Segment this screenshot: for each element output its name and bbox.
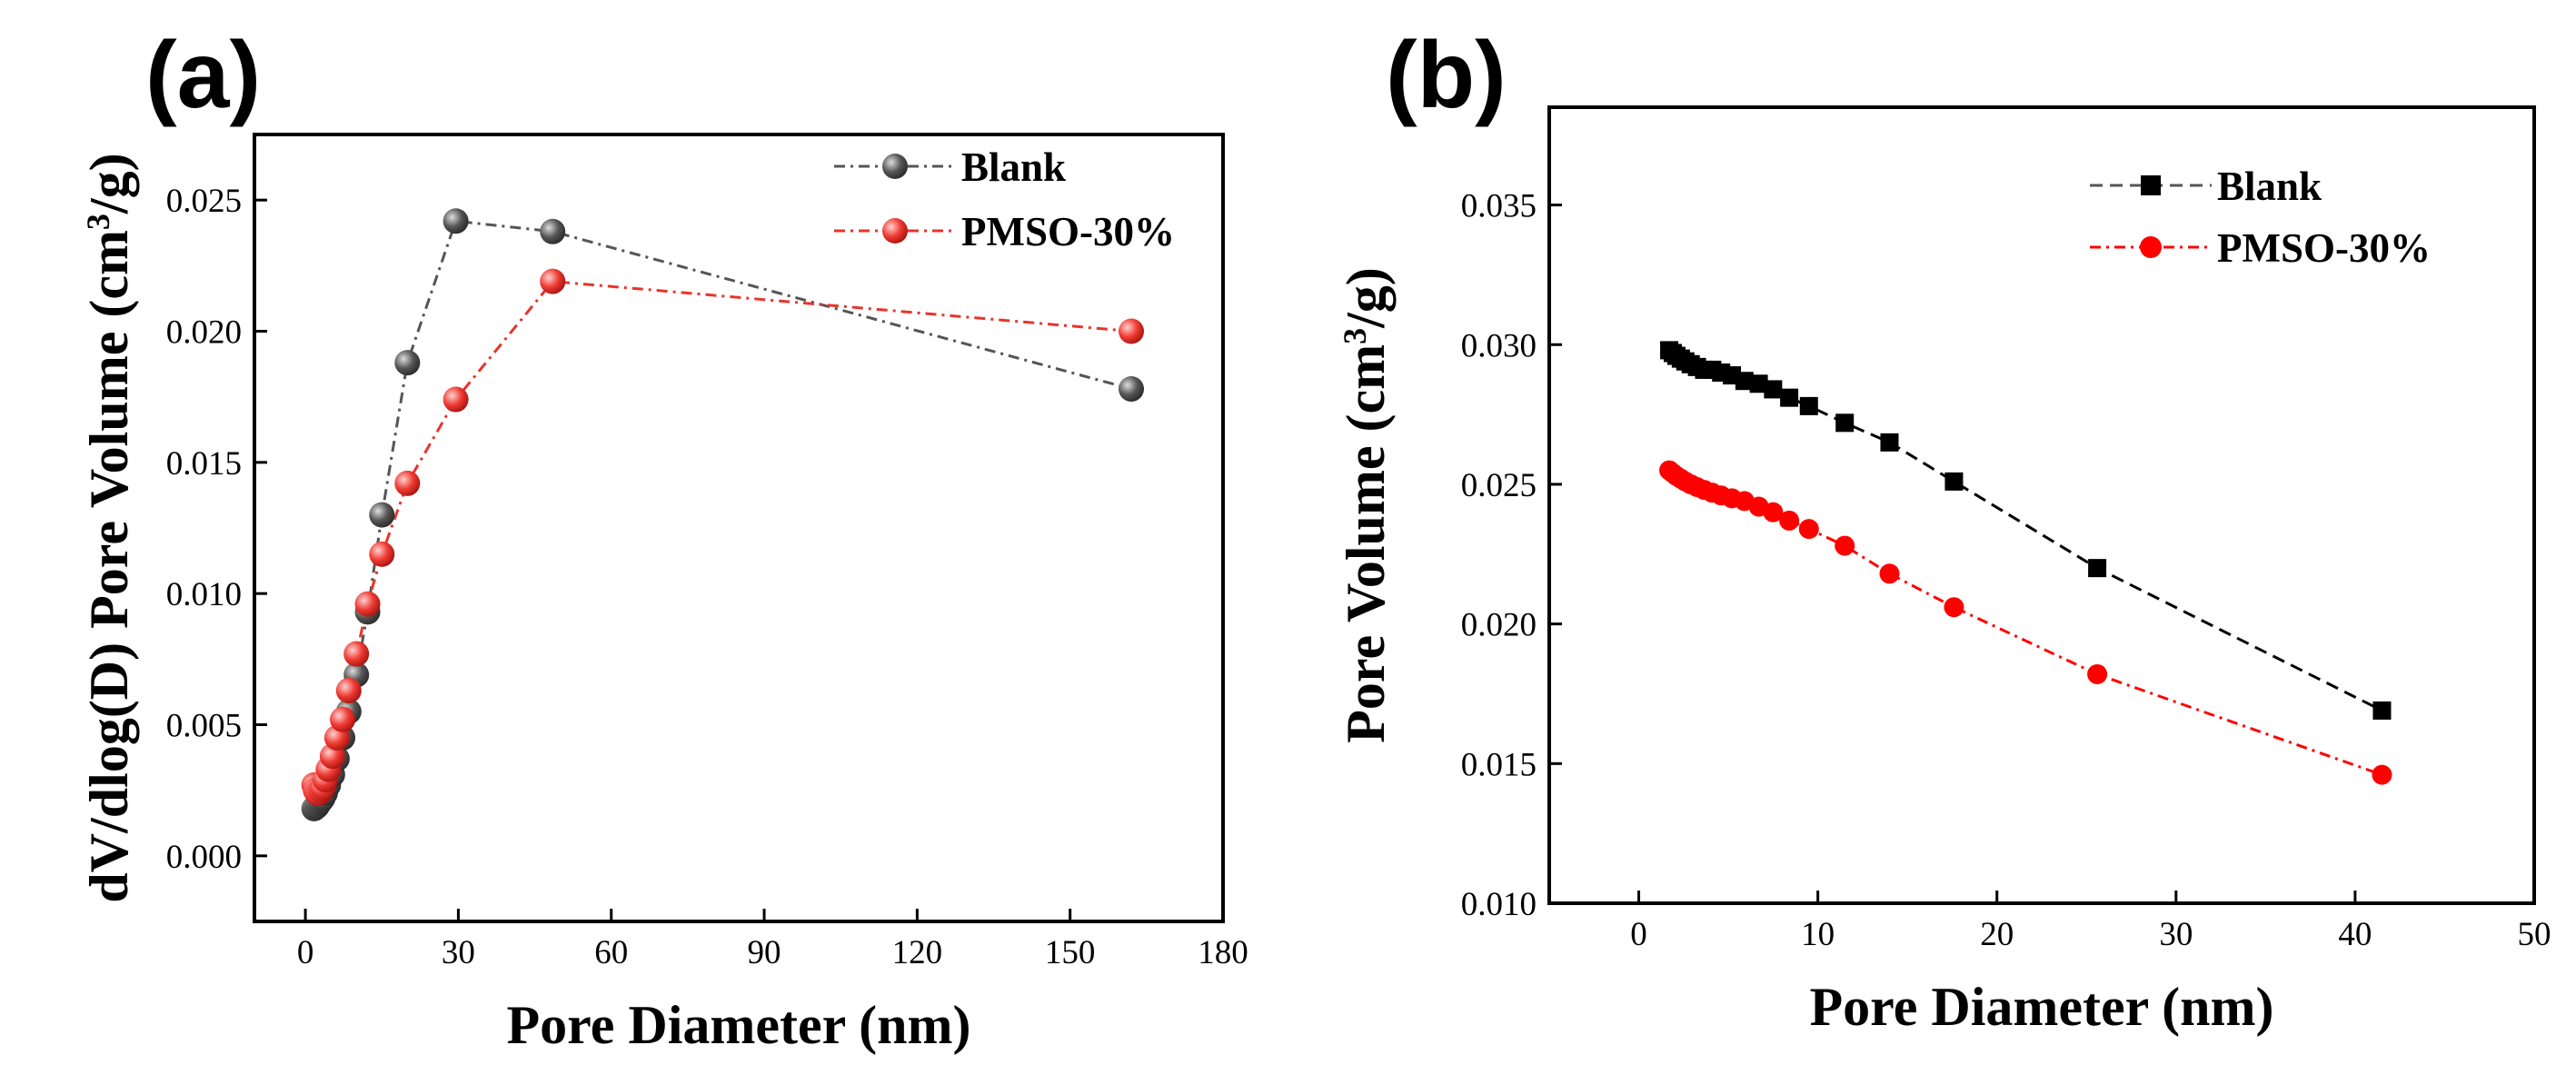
data-point-a-1-10 [330, 706, 356, 732]
legend-b-pmso-label: PMSO-30% [2217, 225, 2431, 271]
data-point-b-0-19 [2088, 559, 2107, 578]
x-tick-label-a-3: 90 [748, 934, 781, 971]
data-point-a-1-16 [443, 386, 469, 413]
legend-b-pmso-marker [2140, 236, 2162, 258]
data-point-b-1-13 [1763, 502, 1784, 523]
series-line-b-1 [1668, 469, 2382, 777]
y-tick-label-b-1: 0.015 [1461, 746, 1537, 783]
series-lines-a [313, 219, 1132, 811]
legend-a-blank-label: Blank [961, 144, 1066, 190]
x-axis-title-b: Pore Diameter (nm) [1810, 977, 2274, 1037]
data-point-a-1-11 [335, 677, 362, 703]
x-tick-label-a-5: 150 [1045, 934, 1096, 971]
ticks-b: 0 10 20 30 40 50 0.010 0.015 0.020 0.025 0.030 0.03… [1461, 188, 2551, 953]
plot-frame-b [1547, 105, 2536, 905]
legend-a-blank-marker [882, 154, 908, 179]
series-lines-b [1668, 349, 2383, 777]
x-tick-label-a-6: 180 [1198, 934, 1248, 971]
data-point-a-0-16 [443, 208, 469, 234]
data-point-a-1-13 [354, 591, 381, 617]
data-point-a-0-18 [1119, 376, 1145, 403]
legend-b-blank-marker [2141, 175, 2161, 195]
data-point-b-0-15 [1799, 396, 1818, 415]
data-point-b-1-16 [1835, 535, 1855, 556]
y-tick-label-b-0: 0.010 [1461, 886, 1537, 923]
data-point-b-0-12 [1749, 374, 1768, 393]
ticks-a: 0 30 60 90 120 150 180 0.000 0.005 0.010 0.015 0.02… [166, 183, 1248, 971]
panel-label-b: (b) [1386, 23, 1507, 128]
legend-b: Blank PMSO-30% [2090, 164, 2431, 271]
y-axis-title-a: dV/dlog(D) Pore Volume (cm3/g) [79, 153, 139, 902]
x-tick-label-b-2: 20 [1980, 916, 2014, 953]
data-point-a-1-12 [343, 641, 370, 667]
y-axis-title-b-tail: /g) [1336, 267, 1396, 329]
data-point-b-1-14 [1779, 510, 1800, 531]
plot-frame-a [253, 133, 1225, 923]
y-axis-title-a-tail: /g) [79, 153, 139, 214]
series-marks-a [301, 208, 1145, 821]
data-point-b-1-19 [2087, 663, 2108, 684]
y-tick-label-a-5: 0.025 [166, 183, 242, 220]
y-axis-title-b-sup: 3 [1337, 328, 1373, 344]
x-tick-label-a-4: 120 [892, 934, 943, 971]
y-tick-label-a-2: 0.010 [166, 576, 242, 613]
x-tick-label-b-4: 40 [2338, 916, 2372, 953]
data-point-a-0-14 [369, 502, 395, 528]
data-point-a-1-18 [1119, 318, 1145, 344]
data-point-a-1-17 [540, 268, 566, 294]
series-line-a-0 [313, 219, 1132, 811]
data-point-b-0-16 [1835, 413, 1855, 433]
y-tick-label-a-0: 0.000 [166, 839, 242, 876]
y-axis-title-b-main: Pore Volume (cm [1336, 344, 1396, 743]
data-point-b-1-15 [1798, 519, 1819, 540]
series-marks-b [1659, 341, 2392, 785]
y-tick-label-b-5: 0.035 [1461, 188, 1537, 225]
data-point-b-0-14 [1780, 388, 1799, 407]
y-tick-label-b-4: 0.030 [1461, 327, 1537, 364]
legend-a-pmso-label: PMSO-30% [961, 209, 1175, 254]
y-axis-title-a-main: dV/dlog(D) Pore Volume (cm [79, 230, 139, 903]
chart-a: (a) 0 30 60 90 120 150 180 0.000 0.005 0.010 0.015… [79, 23, 1248, 1055]
y-tick-label-b-2: 0.020 [1461, 607, 1537, 644]
y-tick-label-a-1: 0.005 [166, 708, 242, 745]
x-tick-label-b-3: 30 [2159, 916, 2193, 953]
data-point-b-0-18 [1944, 472, 1964, 491]
data-point-b-0-20 [2372, 701, 2392, 720]
data-point-b-0-11 [1735, 372, 1754, 391]
x-tick-label-a-1: 30 [442, 934, 475, 971]
chart-b: (b) 0 10 20 30 40 50 0.010 0.015 0.020 0.025 0.030… [1336, 23, 2551, 1037]
panel-label-a: (a) [145, 23, 261, 128]
legend-a: Blank PMSO-30% [834, 144, 1175, 254]
legend-b-blank-label: Blank [2217, 164, 2322, 209]
x-tick-label-a-2: 60 [594, 934, 628, 971]
y-tick-label-a-3: 0.015 [166, 445, 242, 483]
data-point-b-1-17 [1879, 563, 1900, 584]
x-tick-label-a-0: 0 [297, 934, 314, 971]
x-tick-label-b-1: 10 [1801, 916, 1835, 953]
data-point-a-1-15 [394, 470, 421, 496]
data-point-b-1-18 [1944, 597, 1964, 618]
data-point-b-0-17 [1880, 433, 1899, 452]
data-point-b-0-13 [1764, 380, 1783, 399]
data-point-a-1-14 [369, 541, 395, 567]
data-point-b-1-20 [2372, 764, 2392, 785]
data-point-a-0-15 [394, 350, 421, 376]
y-tick-label-b-3: 0.025 [1461, 467, 1537, 504]
y-tick-label-a-4: 0.020 [166, 314, 242, 352]
y-axis-title-b: Pore Volume (cm3/g) [1336, 267, 1396, 742]
series-line-b-0 [1668, 349, 2383, 712]
data-point-a-0-17 [540, 218, 566, 244]
x-axis-title-a: Pore Diameter (nm) [507, 995, 971, 1055]
x-tick-label-b-5: 50 [2518, 916, 2551, 953]
series-line-a-1 [313, 280, 1132, 795]
y-axis-title-a-sup: 3 [80, 214, 116, 230]
x-tick-label-b-0: 0 [1630, 916, 1647, 953]
legend-a-pmso-marker [882, 218, 908, 244]
